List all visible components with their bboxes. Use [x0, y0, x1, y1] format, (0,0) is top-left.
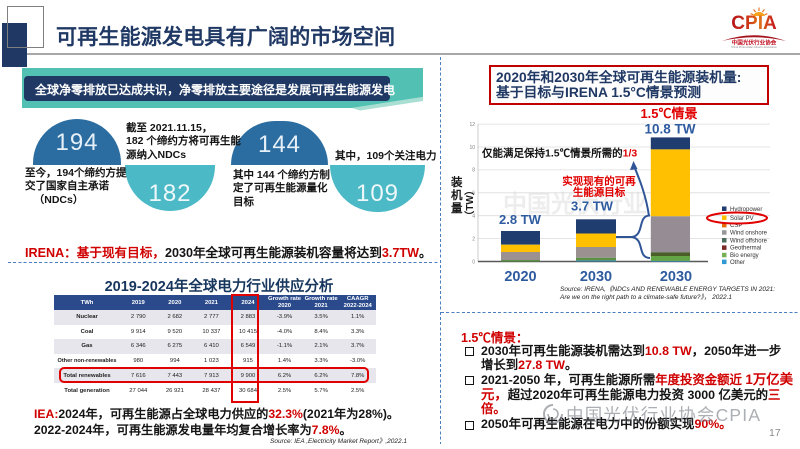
- svg-text:1.5℃情景: 1.5℃情景: [640, 106, 697, 121]
- svg-text:Wind offshore: Wind offshore: [730, 238, 768, 244]
- svg-text:机: 机: [451, 188, 463, 202]
- svg-text:装: 装: [450, 175, 463, 189]
- svg-text:CPIA: CPIA: [731, 13, 777, 34]
- svg-text:2030: 2030: [660, 269, 692, 285]
- svg-text:2020: 2020: [504, 269, 536, 285]
- svg-text:10: 10: [469, 145, 475, 151]
- svg-text:仅能满足保持1.5℃情景所需的1/3: 仅能满足保持1.5℃情景所需的1/3: [481, 147, 637, 160]
- svg-text:量: 量: [451, 201, 463, 215]
- svg-text:12: 12: [469, 122, 475, 128]
- svg-text:Geothermal: Geothermal: [730, 246, 761, 252]
- svg-text:2.8 TW: 2.8 TW: [499, 212, 542, 227]
- svg-text:中国光伏行业: 中国光伏行业: [503, 190, 647, 218]
- svg-text:Wind onshore: Wind onshore: [730, 231, 768, 237]
- svg-text:实现现有的可再: 实现现有的可再: [562, 175, 636, 188]
- svg-text:0: 0: [472, 259, 475, 265]
- svg-text:China Photovoltaic Industry As: China Photovoltaic Industry Association: [731, 45, 777, 48]
- svg-text:CSP: CSP: [730, 223, 742, 229]
- svg-text:Bio energy: Bio energy: [730, 253, 759, 259]
- svg-text:Other: Other: [730, 260, 745, 266]
- svg-text:4: 4: [472, 214, 475, 220]
- svg-text:生能源目标: 生能源目标: [573, 186, 626, 199]
- svg-text:8: 8: [472, 168, 475, 174]
- svg-text:Hydropower: Hydropower: [730, 207, 762, 213]
- svg-text:（TW）: （TW）: [463, 185, 476, 221]
- svg-text:3.7 TW: 3.7 TW: [571, 199, 614, 214]
- svg-text:10.8 TW: 10.8 TW: [644, 122, 695, 137]
- svg-text:Solar PV: Solar PV: [730, 216, 754, 222]
- svg-text:2030: 2030: [580, 269, 612, 285]
- svg-text:2: 2: [472, 236, 475, 242]
- svg-text:6: 6: [472, 191, 475, 197]
- svg-text:中国光伏行业协会: 中国光伏行业协会: [732, 39, 777, 47]
